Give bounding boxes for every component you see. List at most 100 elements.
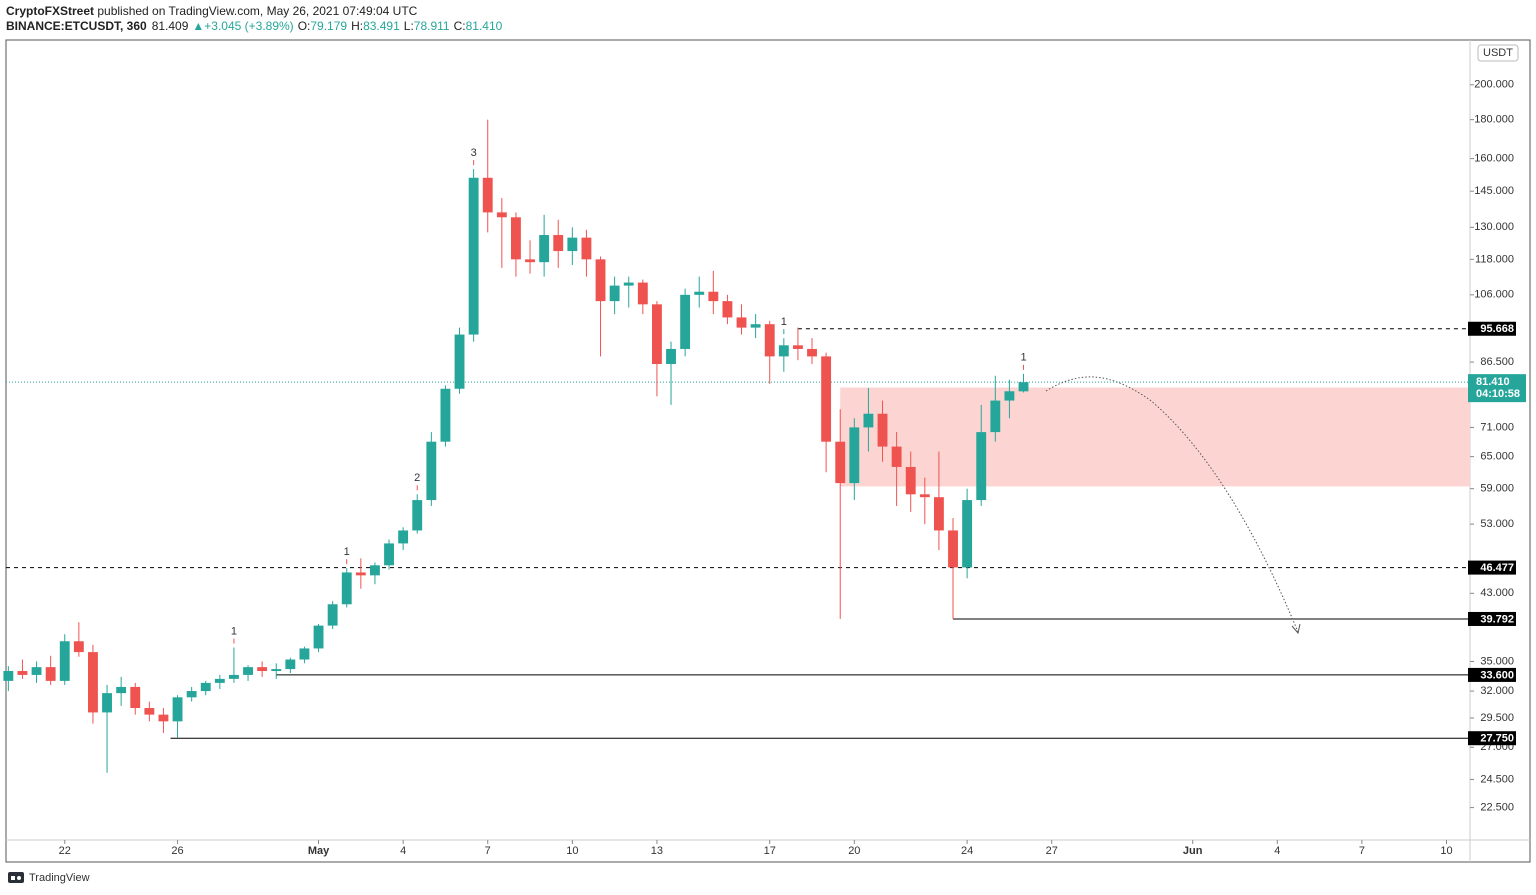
candle-body [919,494,930,498]
candle-body [750,324,761,328]
x-tick-label: 17 [764,845,776,857]
published: published on TradingView.com, May 26, 20… [94,4,418,18]
candle-body [680,294,691,349]
candle-body [525,259,535,263]
x-tick-label: May [308,845,330,857]
open: 79.179 [310,19,347,33]
axis-unit: USDT [1483,47,1513,59]
countdown: 04:10:58 [1476,388,1520,400]
candle-body [891,446,902,467]
candle-body [370,565,380,576]
zone [840,387,1470,487]
y-tick-label: 71.000 [1480,421,1514,433]
c-label: C: [454,19,466,33]
candle-body [496,212,507,218]
candle-body [130,686,141,709]
x-tick-label: Jun [1183,845,1203,857]
y-tick-label: 35.000 [1480,655,1514,667]
candle-body [384,543,394,566]
candle-body [257,667,268,672]
candle-body [990,400,1001,433]
candle-body [31,667,42,675]
level-tag-label: 33.600 [1480,669,1514,681]
candle-body [468,177,479,335]
candle-body [567,237,578,252]
l-label: L: [404,19,414,33]
close: 81.410 [466,19,503,33]
candle-body [355,572,366,576]
plot: 200.000 180.000 160.000 145.000 130.000 118.0… [3,79,1514,857]
change: ▲+3.045 (+3.89%) [192,19,293,33]
y-tick-label: 24.500 [1480,773,1514,785]
level-tag [1468,731,1516,746]
candle-body [440,388,451,442]
price: 81.409 [152,19,189,33]
candle-body [313,625,324,649]
candle-body [948,530,958,568]
candle-body [186,691,197,698]
candle-body [73,641,84,653]
author: CryptoFXStreet [6,4,94,18]
level-tag [1468,611,1516,626]
y-tick-label: 180.000 [1474,114,1514,126]
candle-body [736,317,747,328]
x-tick-label: 13 [651,845,663,857]
candle-body [214,678,225,683]
x-tick-label: 10 [1440,845,1452,857]
annotation: 1 [344,546,350,558]
annotation: 1 [231,625,237,637]
symbol: BINANCE:ETCUSDT, 360 [6,19,147,33]
candle-body [553,235,564,252]
candle-body [722,301,733,318]
candle-body [962,500,973,568]
candle-body [1018,382,1029,392]
footer-logo [8,872,24,883]
candle-body [398,530,409,544]
candle-body [59,641,70,681]
projection-curve [1045,376,1299,633]
x-tick-label: 4 [400,845,406,857]
header-line: CryptoFXStreet published on TradingView.… [6,4,418,18]
candle-body [821,356,832,442]
projection-arrowhead [1291,623,1301,635]
y-tick-label: 130.000 [1474,221,1514,233]
candle-body [637,282,648,305]
annotation: 1 [781,316,787,328]
candle-body [158,714,169,722]
candle-body [694,291,705,295]
level-tag [1468,560,1516,575]
y-tick-label: 43.000 [1480,587,1514,599]
y-tick-label: 106.000 [1474,289,1514,301]
y-tick-label: 32.000 [1480,685,1514,697]
candle-body [144,708,155,715]
symbol-line: BINANCE:ETCUSDT, 360 81.409 ▲+3.045 (+3.89… [6,19,503,33]
candle-body [482,177,493,213]
candle-body [412,500,423,531]
o-label: O: [298,19,311,33]
candle-body [271,669,282,672]
candle-body [285,659,296,670]
y-tick-label: 22.500 [1480,801,1514,813]
candle-body [623,282,634,286]
candle-body [933,497,944,531]
candle-body [835,441,846,484]
x-tick-label: 27 [1046,845,1058,857]
level-tag-label: 95.668 [1480,323,1514,335]
candle-body [609,285,620,302]
y-tick-label: 118.000 [1475,253,1514,265]
candle-body [102,693,112,713]
candle-body [877,413,888,447]
candle-body [539,235,550,263]
y-tick-label: 160.000 [1474,153,1514,165]
y-tick-label: 53.000 [1480,518,1514,530]
frame [5,39,1531,863]
candle-body [581,237,592,260]
candle-body [454,334,465,389]
candle-body [341,572,352,605]
candle-body [905,466,916,495]
candle-body [426,441,437,501]
candle-body [792,345,803,349]
candle-body [45,667,56,681]
